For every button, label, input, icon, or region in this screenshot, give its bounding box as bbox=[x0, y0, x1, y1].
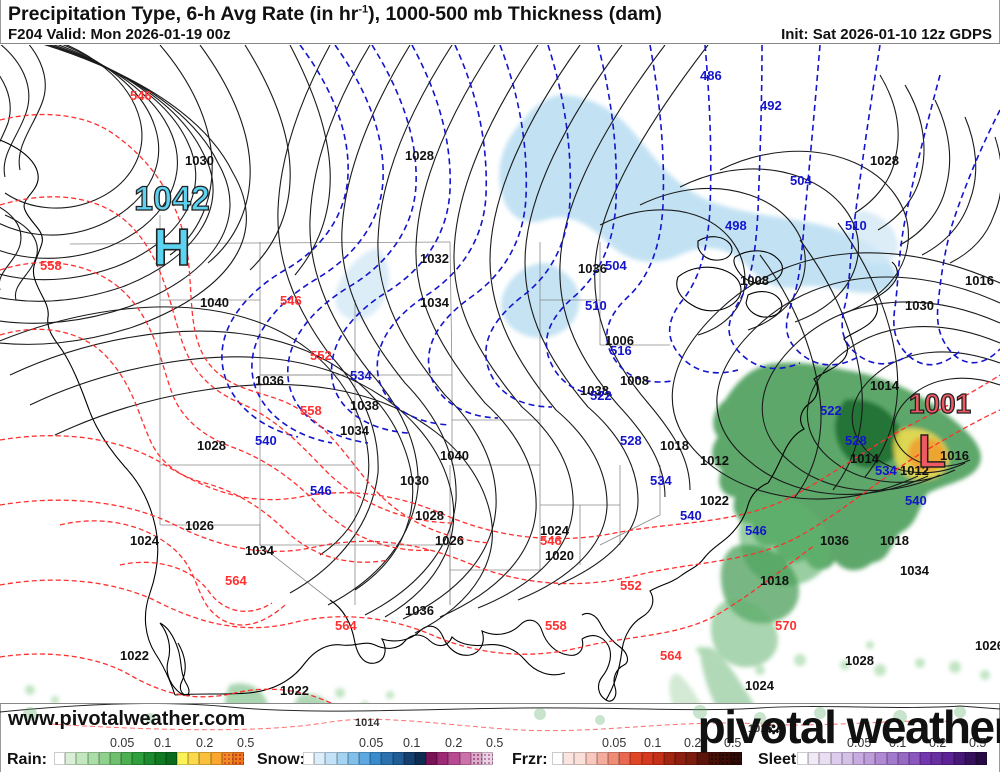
svg-text:540: 540 bbox=[680, 508, 702, 523]
svg-text:1028: 1028 bbox=[405, 148, 434, 163]
svg-text:1040: 1040 bbox=[440, 448, 469, 463]
svg-text:1036: 1036 bbox=[578, 261, 607, 276]
svg-text:564: 564 bbox=[660, 648, 682, 663]
svg-text:1001: 1001 bbox=[909, 388, 971, 419]
svg-text:540: 540 bbox=[905, 493, 927, 508]
svg-text:552: 552 bbox=[310, 348, 332, 363]
svg-text:1042: 1042 bbox=[134, 180, 210, 218]
svg-text:1018: 1018 bbox=[760, 573, 789, 588]
svg-text:1030: 1030 bbox=[400, 473, 429, 488]
svg-text:564: 564 bbox=[335, 618, 357, 633]
svg-text:1028: 1028 bbox=[415, 508, 444, 523]
svg-text:1028: 1028 bbox=[845, 653, 874, 668]
svg-text:1016: 1016 bbox=[965, 273, 994, 288]
svg-text:1020: 1020 bbox=[545, 548, 574, 563]
svg-text:1036: 1036 bbox=[255, 373, 284, 388]
svg-text:H: H bbox=[153, 219, 191, 277]
svg-text:546: 546 bbox=[280, 293, 302, 308]
svg-text:L: L bbox=[918, 425, 946, 477]
svg-text:552: 552 bbox=[620, 578, 642, 593]
svg-text:1012: 1012 bbox=[700, 453, 729, 468]
svg-text:1034: 1034 bbox=[245, 543, 275, 558]
svg-text:510: 510 bbox=[845, 218, 867, 233]
svg-text:1026: 1026 bbox=[975, 638, 1000, 653]
svg-text:1022: 1022 bbox=[700, 493, 729, 508]
svg-text:486: 486 bbox=[700, 68, 722, 83]
svg-text:534: 534 bbox=[875, 463, 897, 478]
svg-text:1008: 1008 bbox=[620, 373, 649, 388]
svg-text:492: 492 bbox=[760, 98, 782, 113]
svg-text:564: 564 bbox=[225, 573, 247, 588]
svg-text:1028: 1028 bbox=[870, 153, 899, 168]
svg-text:528: 528 bbox=[620, 433, 642, 448]
svg-text:546: 546 bbox=[540, 533, 562, 548]
svg-text:522: 522 bbox=[820, 403, 842, 418]
svg-text:1014: 1014 bbox=[870, 378, 900, 393]
svg-text:1024: 1024 bbox=[745, 678, 775, 693]
svg-text:540: 540 bbox=[255, 433, 277, 448]
svg-text:1030: 1030 bbox=[185, 153, 214, 168]
svg-text:546: 546 bbox=[745, 523, 767, 538]
svg-text:510: 510 bbox=[585, 298, 607, 313]
svg-text:570: 570 bbox=[775, 618, 797, 633]
svg-text:1034: 1034 bbox=[420, 295, 450, 310]
svg-text:1026: 1026 bbox=[185, 518, 214, 533]
svg-text:528: 528 bbox=[845, 433, 867, 448]
svg-text:1034: 1034 bbox=[340, 423, 370, 438]
svg-text:1022: 1022 bbox=[280, 683, 309, 698]
svg-text:504: 504 bbox=[605, 258, 627, 273]
svg-text:516: 516 bbox=[610, 343, 632, 358]
svg-text:1018: 1018 bbox=[880, 533, 909, 548]
svg-text:522: 522 bbox=[590, 388, 612, 403]
svg-text:546: 546 bbox=[310, 483, 332, 498]
svg-text:1028: 1028 bbox=[197, 438, 226, 453]
svg-text:558: 558 bbox=[40, 258, 62, 273]
svg-text:558: 558 bbox=[545, 618, 567, 633]
svg-text:534: 534 bbox=[350, 368, 372, 383]
svg-text:1022: 1022 bbox=[120, 648, 149, 663]
svg-text:1024: 1024 bbox=[130, 533, 160, 548]
svg-text:1030: 1030 bbox=[905, 298, 934, 313]
svg-text:546: 546 bbox=[130, 88, 152, 103]
svg-text:1032: 1032 bbox=[420, 251, 449, 266]
svg-text:504: 504 bbox=[790, 173, 812, 188]
svg-text:558: 558 bbox=[300, 403, 322, 418]
svg-text:1036: 1036 bbox=[820, 533, 849, 548]
svg-text:1040: 1040 bbox=[200, 295, 229, 310]
svg-text:1034: 1034 bbox=[900, 563, 930, 578]
svg-text:1038: 1038 bbox=[350, 398, 379, 413]
svg-text:1008: 1008 bbox=[740, 273, 769, 288]
svg-text:1014: 1014 bbox=[355, 717, 380, 729]
svg-text:534: 534 bbox=[650, 473, 672, 488]
svg-text:1018: 1018 bbox=[660, 438, 689, 453]
svg-text:1036: 1036 bbox=[405, 603, 434, 618]
svg-text:1026: 1026 bbox=[435, 533, 464, 548]
svg-text:498: 498 bbox=[725, 218, 747, 233]
